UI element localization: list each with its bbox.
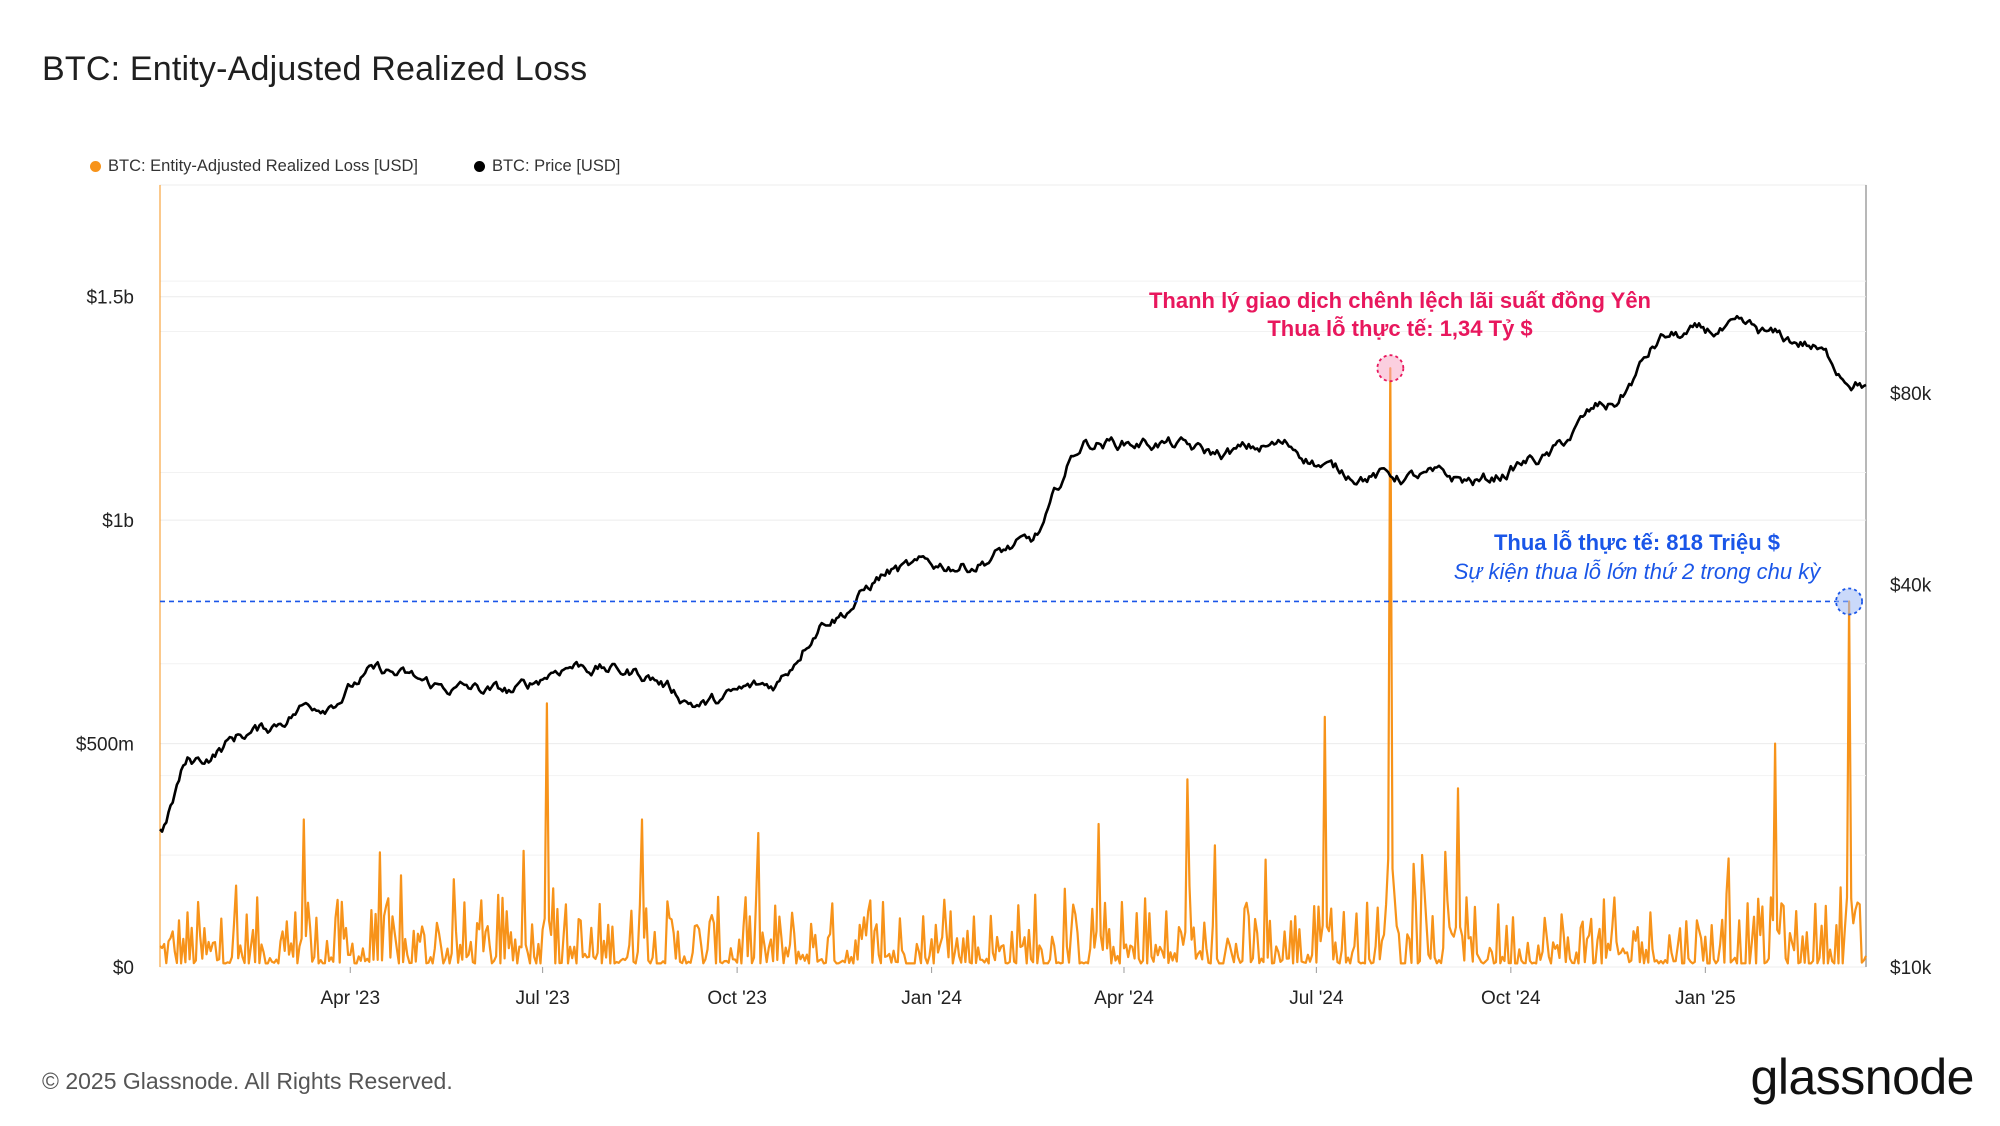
grid — [159, 185, 1866, 967]
y-left-tick-label: $0 — [113, 958, 134, 979]
legend-dot-price — [473, 161, 485, 172]
legend-item-loss[interactable]: BTC: Entity-Adjusted Realized Loss [USD] — [90, 157, 418, 176]
chart-title: BTC: Entity-Adjusted Realized Loss — [42, 50, 588, 88]
y-right-tick-label: $40k — [1890, 575, 1932, 596]
series-price — [159, 314, 1867, 833]
annotations: Thanh lý giao dịch chênh lệch lãi suất đ… — [160, 288, 1863, 616]
glassnode-logo[interactable]: glassnode — [1750, 1049, 1975, 1105]
loss-line[interactable] — [159, 367, 1867, 965]
x-tick-label: Apr '23 — [320, 988, 380, 1009]
x-axis: Apr '23 Jul '23 Oct '23 Jan '24 Apr '24 Jul '… — [320, 967, 1736, 1009]
y-right-tick-label: $80k — [1890, 384, 1932, 405]
legend-item-price[interactable]: BTC: Price [USD] — [473, 157, 621, 176]
annotation-recent-caption: Sự kiện thua lỗ lớn thứ 2 trong chu kỳ — [1454, 559, 1822, 584]
legend-dot-loss — [90, 161, 101, 172]
annotation-marker-yen[interactable] — [1376, 354, 1405, 383]
legend-label-loss: BTC: Entity-Adjusted Realized Loss [USD] — [108, 157, 418, 175]
y-left-tick-label: $1.5b — [86, 288, 134, 309]
annotation-yen-title: Thanh lý giao dịch chênh lệch lãi suất đ… — [1149, 288, 1651, 313]
annotation-yen-value: Thua lỗ thực tế: 1,34 Tỷ $ — [1267, 316, 1532, 341]
x-tick-label: Jul '24 — [1289, 988, 1344, 1009]
y-right-tick-label: $10k — [1890, 958, 1932, 979]
x-tick-label: Oct '24 — [1481, 988, 1541, 1009]
x-tick-label: Oct '23 — [707, 988, 767, 1009]
x-tick-label: Apr '24 — [1094, 988, 1154, 1009]
y-left-tick-label: $500m — [76, 735, 134, 756]
x-tick-label: Jul '23 — [515, 988, 569, 1009]
copyright-footer: © 2025 Glassnode. All Rights Reserved. — [42, 1068, 453, 1094]
x-tick-label: Jan '24 — [901, 988, 962, 1009]
legend-label-price: BTC: Price [USD] — [491, 157, 621, 175]
legend: BTC: Entity-Adjusted Realized Loss [USD]… — [90, 157, 620, 176]
price-line[interactable] — [159, 314, 1867, 833]
series-loss — [159, 367, 1867, 965]
y-axis-left: $0 $500m $1b $1.5b — [76, 288, 134, 979]
x-tick-label: Jan '25 — [1675, 988, 1736, 1009]
annotation-recent-value: Thua lỗ thực tế: 818 Triệu $ — [1494, 530, 1780, 555]
y-axis-right: $10k $40k $80k — [1890, 384, 1932, 979]
annotation-marker-recent[interactable] — [1835, 587, 1863, 616]
y-left-tick-label: $1b — [102, 511, 134, 532]
